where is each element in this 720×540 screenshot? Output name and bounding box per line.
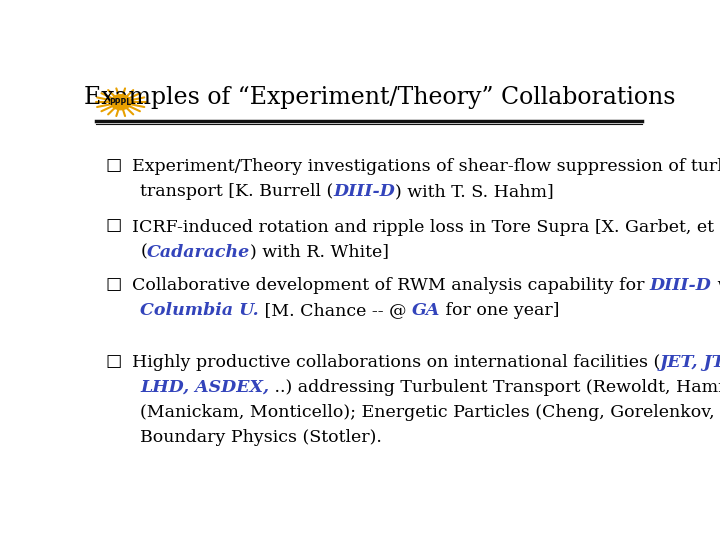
Text: [M. Chance -- @: [M. Chance -- @ xyxy=(259,302,412,319)
Text: (: ( xyxy=(140,244,147,261)
Circle shape xyxy=(111,94,131,110)
Text: Examples of “Experiment/Theory” Collaborations: Examples of “Experiment/Theory” Collabor… xyxy=(84,86,676,109)
Text: ..) addressing Turbulent Transport (Rewoldt, Hammett); MHD: ..) addressing Turbulent Transport (Rewo… xyxy=(269,379,720,396)
Text: Cadarache: Cadarache xyxy=(147,244,250,261)
Text: GA: GA xyxy=(412,302,440,319)
Text: transport [K. Burrell (: transport [K. Burrell ( xyxy=(140,183,333,200)
Text: PPPL: PPPL xyxy=(109,98,132,107)
Text: Columbia U.: Columbia U. xyxy=(140,302,259,319)
Text: ICRF-induced rotation and ripple loss in Tore Supra [X. Garbet, et al.: ICRF-induced rotation and ripple loss in… xyxy=(132,219,720,235)
Text: Experiment/Theory investigations of shear-flow suppression of turbulent: Experiment/Theory investigations of shea… xyxy=(132,158,720,176)
Text: DIII-D: DIII-D xyxy=(650,277,712,294)
Text: LHD, ASDEX,: LHD, ASDEX, xyxy=(140,379,269,396)
Text: □: □ xyxy=(106,353,122,369)
Text: □: □ xyxy=(106,275,122,293)
Text: ) with T. S. Hahm]: ) with T. S. Hahm] xyxy=(395,183,554,200)
Text: □: □ xyxy=(106,157,122,174)
Text: (Manickam, Monticello); Energetic Particles (Cheng, Gorelenkov, White);: (Manickam, Monticello); Energetic Partic… xyxy=(140,404,720,421)
Text: for one year]: for one year] xyxy=(440,302,559,319)
Text: ) with R. White]: ) with R. White] xyxy=(250,244,389,261)
Text: JET, JT60U,: JET, JT60U, xyxy=(660,354,720,371)
Text: with: with xyxy=(712,277,720,294)
Text: □: □ xyxy=(106,218,122,234)
Text: Highly productive collaborations on international facilities (: Highly productive collaborations on inte… xyxy=(132,354,660,371)
Text: DIII-D: DIII-D xyxy=(333,183,395,200)
Text: Collaborative development of RWM analysis capability for: Collaborative development of RWM analysi… xyxy=(132,277,650,294)
Text: Boundary Physics (Stotler).: Boundary Physics (Stotler). xyxy=(140,429,382,446)
